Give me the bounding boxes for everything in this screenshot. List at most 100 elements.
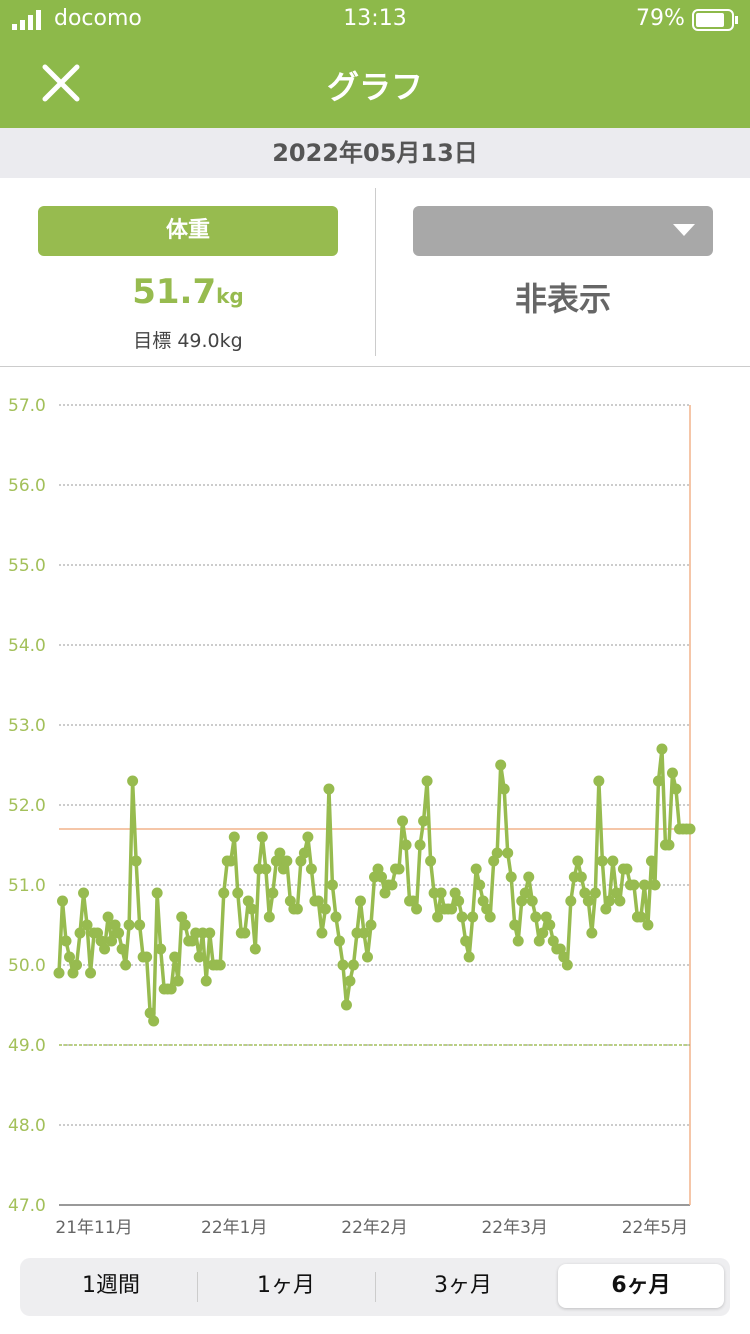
data-point <box>418 815 430 827</box>
data-point <box>467 911 479 923</box>
y-tick-label: 54.0 <box>8 636 46 656</box>
data-point <box>684 823 696 835</box>
data-point <box>530 911 542 923</box>
data-point <box>670 783 682 795</box>
data-point <box>635 911 647 923</box>
data-point <box>344 975 356 987</box>
data-point <box>575 871 587 883</box>
data-point <box>281 855 293 867</box>
data-point <box>586 927 598 939</box>
data-point <box>502 847 514 859</box>
date-bar: 2022年05月13日 <box>0 128 750 178</box>
data-point <box>411 903 423 915</box>
data-point <box>141 951 153 963</box>
data-point <box>421 775 433 787</box>
data-point <box>512 935 524 947</box>
x-tick-label: 22年3月 <box>481 1218 547 1238</box>
data-point <box>642 919 654 931</box>
data-point <box>358 927 370 939</box>
data-point <box>218 887 230 899</box>
data-point <box>256 831 268 843</box>
x-tick-label: 22年2月 <box>341 1218 407 1238</box>
data-point <box>397 815 409 827</box>
data-point <box>337 959 349 971</box>
battery-percent: 79% <box>636 6 685 31</box>
data-line <box>57 747 690 1023</box>
current-weight: 51.7kg <box>38 272 338 312</box>
data-point <box>246 903 258 915</box>
data-point <box>432 911 444 923</box>
data-point <box>214 959 226 971</box>
data-point <box>649 879 661 891</box>
y-tick-label: 47.0 <box>8 1196 46 1216</box>
y-tick-label: 55.0 <box>8 556 46 576</box>
data-point <box>495 759 507 771</box>
data-point <box>400 839 412 851</box>
data-point <box>628 879 640 891</box>
data-point <box>589 887 601 899</box>
data-point <box>596 855 608 867</box>
data-point <box>60 935 72 947</box>
data-point <box>453 895 465 907</box>
data-point <box>537 927 549 939</box>
data-point <box>561 959 573 971</box>
data-point <box>312 895 324 907</box>
title: グラフ <box>326 68 423 106</box>
data-point <box>663 839 675 851</box>
divider <box>375 188 376 356</box>
data-point <box>81 919 93 931</box>
dropdown-arrow <box>673 224 695 236</box>
segment-selected[interactable]: 6ヶ月 <box>558 1264 724 1308</box>
data-point <box>656 743 668 755</box>
data-point <box>74 927 86 939</box>
data-point <box>260 863 272 875</box>
data-point <box>474 879 486 891</box>
data-point <box>456 911 468 923</box>
data-point <box>71 959 83 971</box>
data-point <box>645 855 657 867</box>
segment[interactable]: 1週間 <box>82 1273 140 1298</box>
metric-dropdown[interactable] <box>413 206 713 256</box>
data-point <box>64 951 76 963</box>
data-point <box>263 911 275 923</box>
data-point <box>204 927 216 939</box>
data-point <box>505 871 517 883</box>
data-point <box>120 959 132 971</box>
data-point <box>130 855 142 867</box>
data-point <box>326 879 338 891</box>
goal: 目標 49.0kg <box>133 330 243 352</box>
data-point <box>666 767 678 779</box>
data-point <box>53 967 65 979</box>
data-point <box>102 911 114 923</box>
data-point <box>484 911 496 923</box>
data-point <box>302 831 314 843</box>
x-tick-label: 21年11月 <box>55 1218 132 1238</box>
metric-button[interactable]: 体重 <box>38 206 338 256</box>
segment[interactable]: 1ヶ月 <box>257 1273 315 1298</box>
segment[interactable]: 3ヶ月 <box>434 1273 492 1298</box>
data-point <box>435 887 447 899</box>
data-point <box>446 903 458 915</box>
data-point <box>544 919 556 931</box>
y-tick-label: 53.0 <box>8 716 46 736</box>
data-point <box>386 879 398 891</box>
data-point <box>572 855 584 867</box>
x-tick-label: 22年1月 <box>201 1218 267 1238</box>
separator <box>0 366 750 367</box>
close-button[interactable] <box>42 64 80 102</box>
data-point <box>330 911 342 923</box>
data-point <box>319 903 331 915</box>
data-point <box>603 895 615 907</box>
data-point <box>340 999 352 1011</box>
battery-icon <box>692 9 738 31</box>
y-tick-label: 57.0 <box>8 396 46 416</box>
data-point <box>193 951 205 963</box>
carrier: docomo <box>54 6 142 31</box>
data-point <box>498 783 510 795</box>
y-tick-label: 52.0 <box>8 796 46 816</box>
data-point <box>200 975 212 987</box>
data-point <box>127 775 139 787</box>
data-point <box>460 935 472 947</box>
data-point <box>621 863 633 875</box>
weight-unit: kg <box>216 284 244 308</box>
